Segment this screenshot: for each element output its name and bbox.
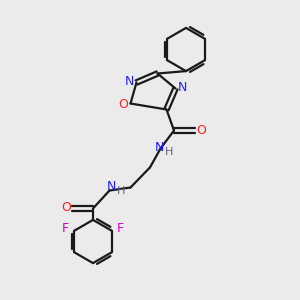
Text: N: N xyxy=(125,75,135,88)
Text: F: F xyxy=(62,222,69,235)
Text: H: H xyxy=(117,185,125,196)
Text: N: N xyxy=(177,81,187,94)
Text: O: O xyxy=(118,98,128,111)
Text: H: H xyxy=(165,147,173,157)
Text: N: N xyxy=(106,180,116,194)
Text: O: O xyxy=(196,124,206,137)
Text: F: F xyxy=(117,222,124,235)
Text: O: O xyxy=(61,201,71,214)
Text: N: N xyxy=(155,141,165,154)
